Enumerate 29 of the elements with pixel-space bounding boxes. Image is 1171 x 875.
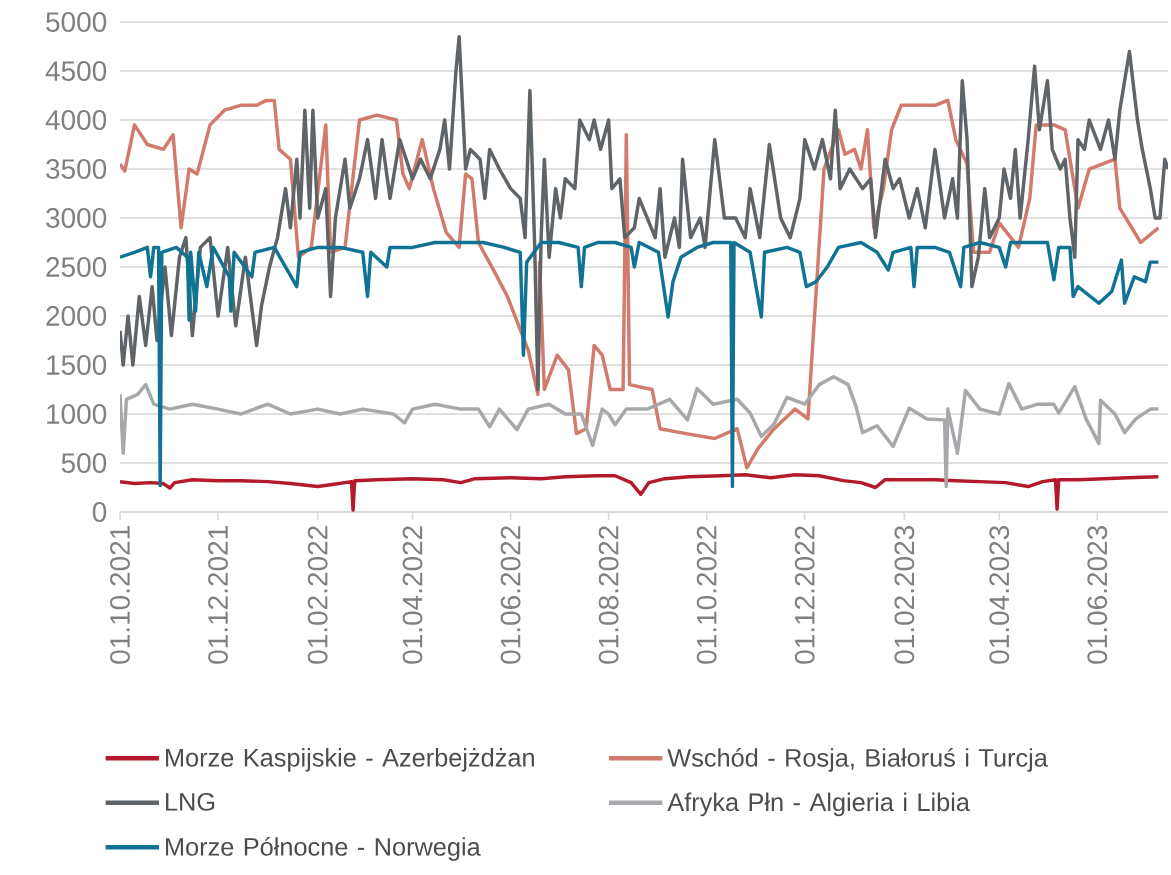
- legend-label: LNG: [166, 792, 215, 811]
- legend-label: Afryka Płn - Algieria i Libia: [667, 792, 970, 817]
- y-tick-label: 500: [61, 453, 107, 473]
- y-tick-label: 1000: [47, 404, 107, 424]
- x-tick-label: 01.10.2022: [696, 526, 717, 664]
- x-tick-label: 01.06.2023: [1087, 525, 1108, 664]
- x-tick-label: 01.02.2022: [307, 526, 328, 664]
- x-tick-label: 01.02.2023: [894, 525, 915, 664]
- y-tick-label: 3000: [46, 208, 107, 228]
- y-tick-label: 3500: [46, 159, 107, 179]
- y-tick-label: 2000: [46, 306, 107, 326]
- x-tick-label: 01.10.2021: [110, 526, 130, 664]
- x-tick-label: 01.08.2022: [598, 526, 619, 664]
- y-tick-label: 4500: [45, 61, 107, 81]
- x-tick-label: 01.12.2022: [794, 526, 815, 664]
- y-tick-label: 2500: [46, 257, 107, 277]
- legend-label: Wschód - Rosja, Białoruś i Turcja: [667, 747, 1048, 772]
- legend-label: Morze Kaspijskie - Azerbejżdżan: [166, 748, 534, 772]
- y-tick-label: 1500: [47, 355, 107, 375]
- x-tick-label: 01.12.2021: [208, 526, 228, 664]
- y-tick-label: 5000: [46, 12, 107, 32]
- x-tick-label: 01.06.2022: [500, 526, 521, 664]
- x-tick-label: 01.04.2023: [989, 525, 1010, 664]
- line-series: [120, 375, 1161, 489]
- x-tick-label: 01.04.2022: [402, 526, 423, 664]
- y-tick-label: 4000: [45, 110, 107, 130]
- y-tick-label: 0: [92, 502, 107, 522]
- line-series: [120, 34, 1169, 392]
- legend-label: Morze Północne - Norwegia: [166, 836, 481, 861]
